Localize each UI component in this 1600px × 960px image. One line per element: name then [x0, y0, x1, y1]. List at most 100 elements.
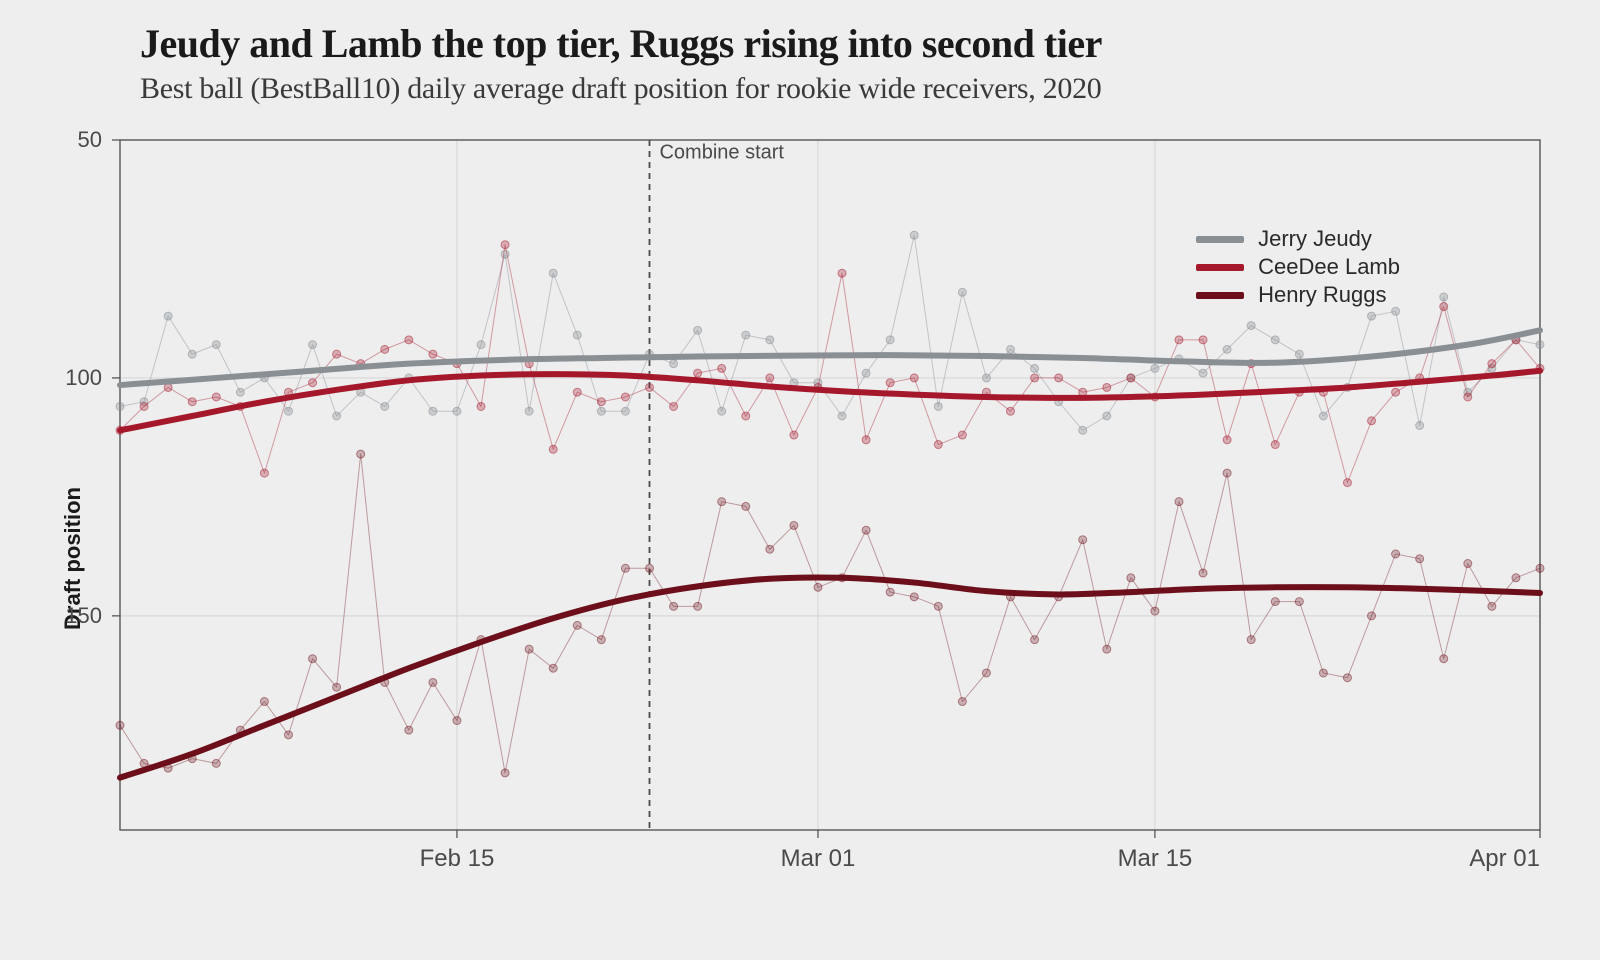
raw-point [1536, 341, 1544, 349]
raw-point [718, 498, 726, 506]
raw-point [718, 407, 726, 415]
raw-point [621, 393, 629, 401]
y-tick-label: 150 [65, 603, 102, 628]
series-henry-ruggs [116, 450, 1544, 777]
raw-point [1271, 598, 1279, 606]
raw-point [1319, 412, 1327, 420]
raw-point [1416, 422, 1424, 430]
legend: Jerry JeudyCeeDee LambHenry Ruggs [1196, 226, 1400, 310]
raw-point [742, 331, 750, 339]
raw-point [1151, 364, 1159, 372]
raw-point [694, 369, 702, 377]
raw-point [260, 469, 268, 477]
raw-point [1103, 645, 1111, 653]
raw-point [670, 402, 678, 410]
raw-point [862, 526, 870, 534]
raw-point [1368, 312, 1376, 320]
raw-point [429, 678, 437, 686]
raw-point [718, 364, 726, 372]
raw-point [236, 388, 244, 396]
raw-point [1007, 407, 1015, 415]
raw-point [501, 241, 509, 249]
raw-point [1151, 607, 1159, 615]
raw-point [116, 721, 124, 729]
raw-point [1103, 412, 1111, 420]
raw-point [309, 655, 317, 663]
raw-point [1103, 383, 1111, 391]
raw-point [1223, 436, 1231, 444]
raw-point [477, 341, 485, 349]
raw-point [910, 374, 918, 382]
raw-point [1247, 322, 1255, 330]
raw-point [1175, 336, 1183, 344]
raw-point [573, 331, 581, 339]
raw-point [1464, 560, 1472, 568]
raw-point [1175, 498, 1183, 506]
raw-point [958, 698, 966, 706]
raw-point [525, 407, 533, 415]
raw-point [934, 602, 942, 610]
raw-point [1343, 674, 1351, 682]
raw-point [284, 407, 292, 415]
raw-point [309, 379, 317, 387]
raw-point [381, 345, 389, 353]
smooth-line-henry-ruggs [120, 577, 1540, 777]
raw-point [501, 769, 509, 777]
legend-swatch [1196, 264, 1244, 271]
raw-point [333, 412, 341, 420]
raw-point [886, 588, 894, 596]
raw-point [549, 445, 557, 453]
raw-point [958, 431, 966, 439]
raw-point [886, 379, 894, 387]
raw-point [694, 602, 702, 610]
raw-point [1368, 612, 1376, 620]
smooth-line-ceedee-lamb [120, 371, 1540, 430]
raw-point [1440, 655, 1448, 663]
raw-point [621, 407, 629, 415]
chart-title: Jeudy and Lamb the top tier, Ruggs risin… [140, 22, 1102, 66]
raw-point [1223, 345, 1231, 353]
raw-point [1416, 555, 1424, 563]
raw-point [1079, 536, 1087, 544]
legend-swatch [1196, 292, 1244, 299]
raw-point [429, 407, 437, 415]
raw-point [333, 683, 341, 691]
raw-point [573, 621, 581, 629]
raw-point [284, 731, 292, 739]
raw-point [645, 383, 653, 391]
y-tick-label: 100 [65, 365, 102, 390]
raw-point [1223, 469, 1231, 477]
raw-point [766, 545, 774, 553]
raw-point [1031, 364, 1039, 372]
raw-point [814, 583, 822, 591]
raw-point [1271, 336, 1279, 344]
raw-point [742, 412, 750, 420]
raw-point [1031, 636, 1039, 644]
raw-point [1368, 417, 1376, 425]
raw-point [549, 269, 557, 277]
raw-point [1440, 293, 1448, 301]
raw-point [260, 698, 268, 706]
raw-point [934, 402, 942, 410]
raw-point [862, 369, 870, 377]
raw-point [621, 564, 629, 572]
legend-row: Jerry Jeudy [1196, 226, 1400, 252]
raw-point [886, 336, 894, 344]
raw-point [212, 759, 220, 767]
raw-point [477, 402, 485, 410]
raw-point [1079, 426, 1087, 434]
raw-point [453, 407, 461, 415]
raw-point [1031, 374, 1039, 382]
raw-point [742, 502, 750, 510]
raw-point [862, 436, 870, 444]
raw-point [790, 431, 798, 439]
raw-point [1488, 602, 1496, 610]
raw-point [1512, 574, 1520, 582]
raw-point [1295, 350, 1303, 358]
raw-point [934, 441, 942, 449]
legend-label: CeeDee Lamb [1258, 254, 1400, 280]
raw-point [597, 407, 605, 415]
x-tick-label: Mar 01 [781, 845, 856, 872]
raw-point [1319, 669, 1327, 677]
x-tick-label: Apr 01 [1469, 845, 1540, 872]
